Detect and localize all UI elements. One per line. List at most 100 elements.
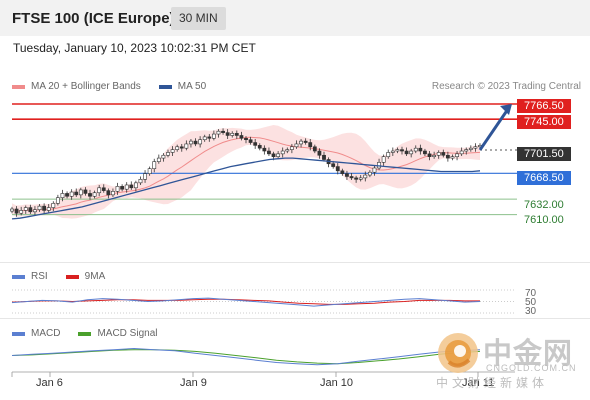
candle-body bbox=[143, 173, 147, 180]
instrument-title: FTSE 100 (ICE Europe) bbox=[12, 10, 175, 27]
candle-body bbox=[198, 139, 203, 145]
candle-body bbox=[271, 153, 276, 157]
legend-label-rsi: RSI bbox=[31, 271, 48, 282]
candle-body bbox=[367, 171, 372, 176]
candle bbox=[179, 143, 184, 152]
ma50-swatch bbox=[158, 84, 172, 89]
candle-body bbox=[372, 167, 377, 173]
candle-body bbox=[267, 150, 271, 155]
candle bbox=[441, 149, 446, 158]
candle-body bbox=[101, 187, 106, 191]
candle bbox=[390, 147, 395, 156]
timeframe-badge[interactable]: 30 MIN bbox=[171, 7, 226, 30]
chart-header: FTSE 100 (ICE Europe) 30 MIN bbox=[0, 0, 590, 36]
candle-body bbox=[455, 153, 459, 157]
candle bbox=[78, 187, 83, 199]
legend-item-ma50: MA 50 bbox=[158, 81, 206, 92]
candle bbox=[262, 145, 267, 155]
candle-body bbox=[436, 152, 441, 156]
candle bbox=[322, 151, 326, 162]
candle bbox=[175, 144, 180, 152]
cngold-logo-icon bbox=[438, 333, 478, 373]
candle-body bbox=[156, 157, 161, 162]
candle bbox=[129, 181, 134, 190]
candle bbox=[211, 130, 216, 141]
candle bbox=[74, 188, 79, 197]
rsi-scale-50: 50 bbox=[525, 297, 537, 308]
panel-divider-rsi bbox=[0, 262, 590, 263]
candle-body bbox=[74, 191, 79, 196]
candle bbox=[244, 136, 248, 144]
candle-body bbox=[124, 184, 129, 190]
rsi-line bbox=[11, 297, 481, 307]
watermark-tagline: 中文财经新媒体 bbox=[436, 376, 549, 390]
candle bbox=[170, 146, 175, 156]
candle-body bbox=[225, 132, 230, 136]
candle bbox=[216, 129, 221, 138]
candle-body bbox=[331, 163, 336, 167]
candle-body bbox=[276, 153, 281, 157]
candle-body bbox=[262, 147, 267, 152]
candle-body bbox=[427, 153, 432, 157]
candle-body bbox=[299, 140, 303, 145]
candle-body bbox=[170, 149, 175, 153]
candle-body bbox=[381, 156, 386, 163]
candle bbox=[234, 130, 239, 140]
candle bbox=[65, 191, 69, 199]
candle bbox=[423, 148, 427, 156]
legend-label-macd-signal: MACD Signal bbox=[97, 328, 158, 339]
candle-body bbox=[106, 190, 111, 196]
rsi-ma-swatch bbox=[65, 274, 79, 279]
candle bbox=[459, 147, 464, 156]
candle-body bbox=[216, 130, 221, 135]
watermark-name: 中金网 bbox=[483, 338, 574, 370]
candle-body bbox=[46, 207, 51, 211]
candle-body bbox=[308, 142, 313, 148]
bollinger-swatch bbox=[12, 84, 25, 89]
candle bbox=[101, 184, 106, 193]
candle bbox=[418, 144, 423, 155]
candle-body bbox=[468, 147, 473, 150]
x-tick-jan6: Jan 6 bbox=[36, 377, 63, 389]
candle bbox=[280, 147, 285, 158]
main-legend: MA 20 + Bollinger Bands MA 50 bbox=[12, 81, 224, 92]
candle bbox=[413, 145, 418, 154]
candle bbox=[400, 146, 404, 155]
candle bbox=[335, 163, 340, 175]
candle bbox=[88, 189, 92, 200]
candle bbox=[97, 184, 102, 197]
panel-divider-macd bbox=[0, 318, 590, 319]
candle bbox=[386, 149, 391, 159]
candle bbox=[138, 176, 143, 185]
candle bbox=[111, 188, 115, 197]
candle bbox=[221, 128, 225, 135]
candle bbox=[42, 203, 47, 214]
candle-body bbox=[88, 193, 92, 197]
candle-body bbox=[345, 173, 349, 177]
candle-body bbox=[349, 176, 354, 179]
candle bbox=[239, 131, 244, 141]
candle-body bbox=[65, 193, 69, 197]
candle-body bbox=[60, 193, 65, 198]
x-tick-jan10: Jan 10 bbox=[320, 377, 354, 389]
candle-body bbox=[395, 149, 400, 152]
candle-body bbox=[78, 189, 83, 196]
candle-body bbox=[354, 177, 359, 180]
rsi-swatch bbox=[12, 274, 25, 279]
candle-body bbox=[459, 150, 464, 155]
moving-average-lines bbox=[11, 157, 481, 220]
candle bbox=[345, 170, 349, 181]
candle bbox=[120, 184, 125, 192]
candle-body bbox=[166, 152, 170, 156]
candle bbox=[19, 206, 24, 216]
candle-body bbox=[97, 187, 102, 194]
candle bbox=[51, 201, 56, 212]
candle-body bbox=[211, 133, 216, 139]
candle-body bbox=[257, 145, 262, 149]
candle bbox=[317, 148, 322, 159]
candle bbox=[124, 182, 129, 193]
candle bbox=[207, 134, 212, 142]
macd-legend: MACD MACD Signal bbox=[12, 328, 175, 339]
candle bbox=[189, 139, 193, 148]
